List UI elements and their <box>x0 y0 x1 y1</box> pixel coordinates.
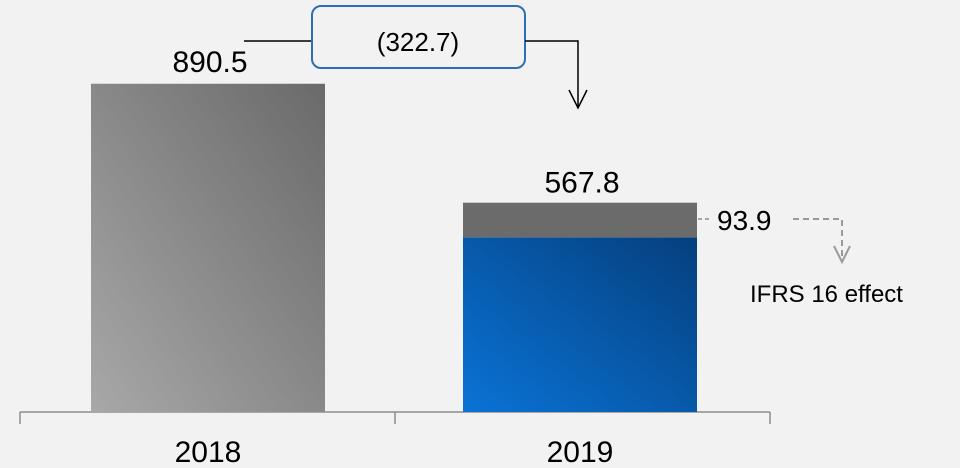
bar-2019 <box>463 237 697 412</box>
change-callout-label: (322.7) <box>377 27 459 57</box>
ifrs16-value-label: 93.9 <box>717 205 772 236</box>
data-label-2019: 567.8 <box>544 167 619 200</box>
ifrs16-arrowhead <box>833 245 851 265</box>
callout-connector-right <box>525 40 579 107</box>
x-tick-label-2019: 2019 <box>547 436 614 468</box>
ifrs16-annotation: IFRS 16 effect <box>750 281 903 308</box>
data-label-2018: 890.5 <box>172 46 247 79</box>
change-callout-box <box>311 5 526 69</box>
x-tick-label-2018: 2018 <box>175 436 242 468</box>
callout-arrowhead <box>568 89 588 110</box>
bar-2019-ifrs16-segment <box>463 202 697 238</box>
ifrs16-dashed-connector <box>793 218 843 260</box>
bar-2018 <box>91 83 325 412</box>
